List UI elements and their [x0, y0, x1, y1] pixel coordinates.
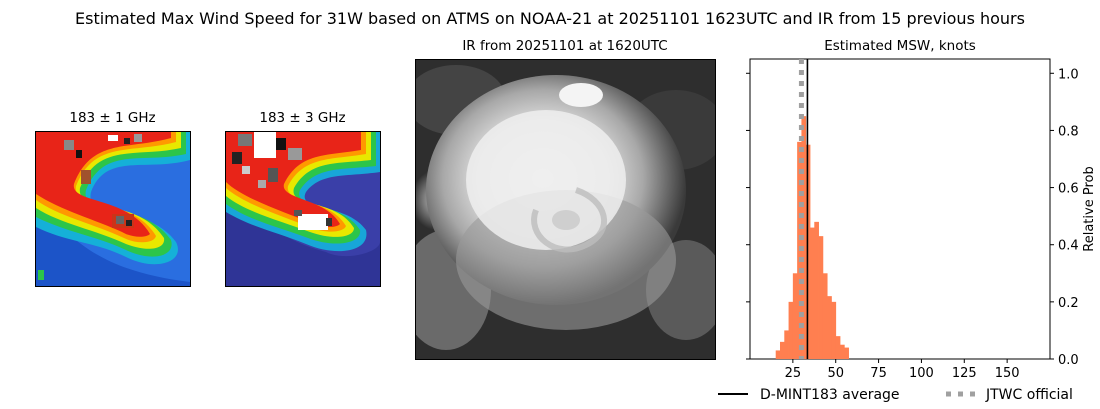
y-tick-label: 0.8 [1058, 124, 1079, 139]
mw2-image-graphic [226, 132, 380, 286]
hist-bar [840, 344, 845, 359]
mw1-image [35, 131, 191, 287]
hist-bar [822, 273, 828, 359]
hist-bar [814, 221, 819, 359]
hist-bar [784, 330, 789, 359]
legend-average-label: D-MINT183 average [760, 387, 900, 403]
mw1-image-graphic [36, 132, 190, 286]
hist-ylabel: Relative Prob [1082, 166, 1097, 251]
ir-image [415, 59, 716, 360]
hist-bar [844, 347, 849, 359]
hist-title: Estimated MSW, knots [824, 38, 976, 54]
mw1-title: 183 ± 1 GHz [69, 110, 156, 126]
y-tick-label: 0.4 [1058, 239, 1079, 254]
figure-title: Estimated Max Wind Speed for 31W based o… [75, 9, 1025, 28]
hist-bar [818, 236, 824, 359]
x-tick-label: 100 [909, 366, 934, 381]
x-tick-label: 150 [995, 366, 1020, 381]
hist-bar [827, 296, 832, 359]
legend-average-swatch [718, 393, 748, 395]
hist-bar [788, 301, 794, 359]
y-tick-label: 1.0 [1058, 67, 1079, 82]
mw2-title: 183 ± 3 GHz [259, 110, 346, 126]
hist-bar [831, 301, 837, 359]
x-tick-label: 25 [785, 366, 802, 381]
hist-bar [835, 336, 841, 359]
hist-bar [810, 227, 815, 359]
hist-axes-frame [749, 58, 1051, 360]
x-tick-label: 50 [827, 366, 844, 381]
y-tick-label: 0.2 [1058, 296, 1079, 311]
mw2-image [225, 131, 381, 287]
y-tick-label: 0.0 [1058, 353, 1079, 368]
hist-bar [780, 341, 785, 359]
legend-official-swatch [946, 391, 976, 397]
x-tick-label: 75 [870, 366, 887, 381]
y-tick-label: 0.6 [1058, 182, 1079, 197]
ir-title: IR from 20251101 at 1620UTC [462, 38, 668, 54]
hist-bar [775, 350, 781, 359]
legend-official-label: JTWC official [986, 387, 1073, 403]
hist-chart: 25 50 75 100 125 150 0.0 0.2 0.4 0.6 0.8 1.0 Relat… [746, 58, 1097, 381]
ir-image-graphic [416, 60, 715, 359]
hist-bar [792, 273, 798, 359]
x-tick-label: 125 [952, 366, 977, 381]
